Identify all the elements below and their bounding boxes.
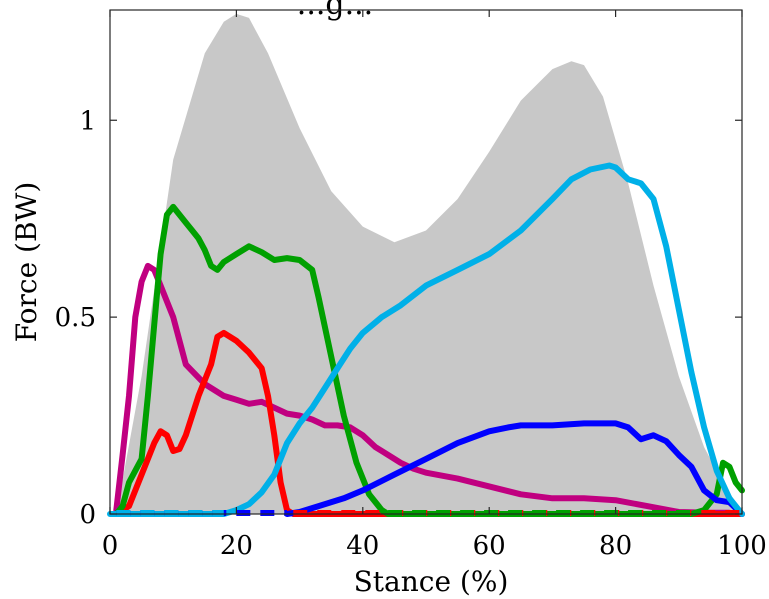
force-band: [116, 13, 743, 515]
plot-frame: [109, 9, 743, 515]
tick-labels: 0 20 40 60 80 100 0 0.5 1: [55, 106, 767, 561]
chart-title: ...g...: [297, 0, 373, 22]
x-axis-label: Stance (%): [354, 565, 509, 598]
series-line-3: [284, 420, 745, 517]
x-tick-label-1: 20: [220, 531, 253, 561]
x-tick-label-0: 0: [102, 531, 119, 561]
y-tick-label-1: 0.5: [55, 303, 96, 333]
x-tick-label-4: 80: [599, 531, 632, 561]
y-tick-label-2: 1: [79, 106, 96, 136]
series-line-4: [107, 162, 745, 517]
band-area: [116, 13, 743, 515]
x-tick-label-2: 40: [346, 531, 379, 561]
x-tick-label-3: 60: [473, 531, 506, 561]
tick-marks: [109, 10, 743, 515]
y-axis-label: Force (BW): [10, 182, 43, 343]
x-tick-label-5: 100: [717, 531, 767, 561]
y-tick-label-0: 0: [79, 500, 96, 530]
